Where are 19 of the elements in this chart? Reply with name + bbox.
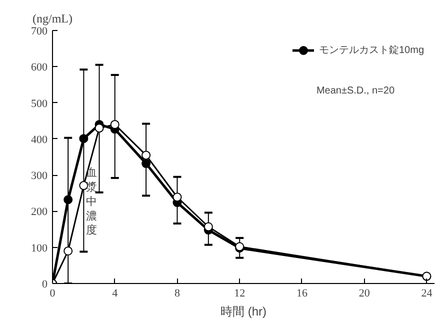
x-tick-label: 24 — [421, 288, 433, 300]
y-tick-label: 200 — [31, 206, 48, 218]
y-tick-label: 300 — [31, 170, 48, 182]
y-tick-label: 0 — [42, 278, 48, 290]
y-tick-label: 600 — [31, 62, 48, 74]
x-tick-label: 16 — [296, 288, 308, 300]
annotation: Mean±S.D., n=20 — [316, 85, 395, 96]
text: (ng/mL) — [32, 12, 72, 26]
y-tick-label: 100 — [31, 242, 48, 254]
x-tick-label: 12 — [234, 288, 246, 300]
x-tick-label: 4 — [112, 288, 118, 300]
y-tick-label: 700 — [31, 26, 48, 38]
y-tick-label: 500 — [31, 98, 48, 110]
x-tick-label: 8 — [174, 288, 180, 300]
x-tick-label: 0 — [50, 288, 56, 300]
y-tick-label: 400 — [31, 134, 48, 146]
x-axis-title: 時間 (hr) — [220, 304, 266, 318]
x-tick-label: 20 — [358, 288, 370, 300]
legend-label: モンテルカスト錠10mg — [318, 44, 424, 57]
